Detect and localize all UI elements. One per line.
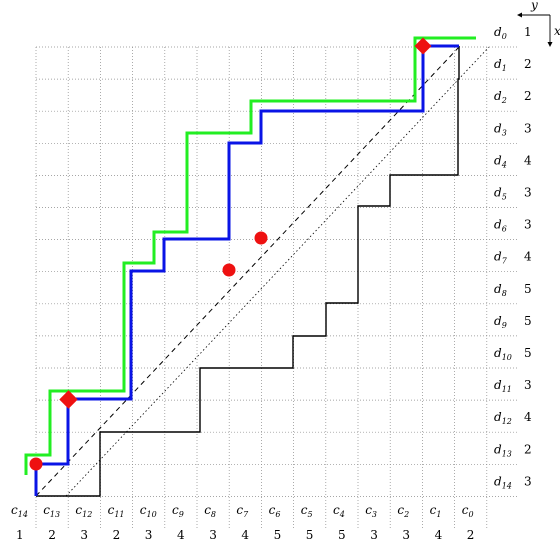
row-value: 4: [524, 153, 532, 167]
row-label: d6: [494, 218, 507, 234]
column-value: 3: [402, 528, 410, 542]
column-value: 4: [241, 528, 249, 542]
x-arrowhead: [547, 42, 553, 47]
column-value: 4: [177, 528, 185, 542]
column-label: c10: [140, 503, 157, 519]
row-value: 2: [524, 89, 532, 103]
column-value: 2: [48, 528, 56, 542]
green-staircase-path: [24, 36, 476, 475]
dashed-diagonal: [35, 46, 460, 497]
column-label: c4: [333, 503, 345, 519]
row-value: 3: [524, 121, 532, 135]
row-label: d8: [494, 282, 507, 298]
column-labels: c141c132c123c112c103c94c83c74c65c55c45c3…: [11, 503, 474, 542]
column-value: 2: [113, 528, 121, 542]
dotted-diagonal: [65, 46, 490, 497]
column-label: c6: [269, 503, 281, 519]
row-label: d14: [494, 474, 512, 490]
column-value: 3: [209, 528, 217, 542]
row-label: d0: [494, 25, 507, 41]
y-arrowhead: [517, 12, 522, 18]
row-value: 5: [524, 314, 532, 328]
column-value: 2: [467, 528, 475, 542]
column-value: 1: [16, 528, 24, 542]
column-label: c3: [365, 503, 377, 519]
blue-staircase-path: [34, 44, 459, 496]
circle-marker-mid-upper: [254, 231, 268, 245]
column-label: c2: [397, 503, 409, 519]
diagonal-lines: [35, 46, 490, 497]
row-label: d5: [494, 186, 507, 202]
column-label: c14: [11, 503, 28, 519]
row-label: d11: [494, 378, 512, 394]
row-value: 2: [524, 57, 532, 71]
row-value: 5: [524, 282, 532, 296]
row-label: d13: [494, 442, 512, 458]
row-value: 2: [524, 442, 532, 456]
row-label: d12: [494, 410, 512, 426]
row-value: 4: [524, 410, 532, 424]
row-label: d4: [494, 153, 507, 169]
row-label: d3: [494, 121, 507, 137]
row-value: 3: [524, 186, 532, 200]
row-value: 1: [524, 25, 532, 39]
column-value: 5: [274, 528, 282, 542]
column-value: 5: [338, 528, 346, 542]
circle-marker-mid-lower: [222, 263, 236, 277]
row-value: 5: [524, 346, 532, 360]
column-label: c12: [75, 503, 92, 519]
axis-orientation-indicator: y x: [517, 0, 560, 47]
x-axis-label: x: [554, 24, 560, 38]
column-value: 3: [370, 528, 378, 542]
column-label: c5: [301, 503, 313, 519]
row-label: d2: [494, 89, 507, 105]
column-label: c9: [172, 503, 184, 519]
column-label: c7: [236, 503, 249, 519]
black-staircase-path: [36, 46, 460, 497]
column-label: c8: [204, 503, 216, 519]
row-value: 3: [524, 218, 532, 232]
column-label: c13: [43, 503, 60, 519]
column-value: 5: [306, 528, 314, 542]
column-label: c11: [108, 503, 125, 519]
marker-group: [29, 37, 432, 471]
row-label: d7: [494, 250, 508, 266]
row-value: 4: [524, 250, 532, 264]
column-value: 4: [435, 528, 443, 542]
column-label: c0: [462, 503, 474, 519]
diamond-marker-left: [59, 390, 78, 409]
dotted-grid: [35, 46, 519, 529]
circle-marker-bottom-left: [29, 457, 43, 471]
column-value: 3: [145, 528, 153, 542]
row-value: 3: [524, 474, 532, 488]
column-value: 3: [80, 528, 88, 542]
row-label: d9: [494, 314, 507, 330]
y-axis-label: y: [530, 0, 538, 12]
row-label: d10: [494, 346, 512, 362]
row-value: 3: [524, 378, 532, 392]
column-label: c1: [430, 503, 442, 519]
diamond-marker-top: [414, 37, 432, 55]
row-label: d1: [494, 57, 507, 73]
